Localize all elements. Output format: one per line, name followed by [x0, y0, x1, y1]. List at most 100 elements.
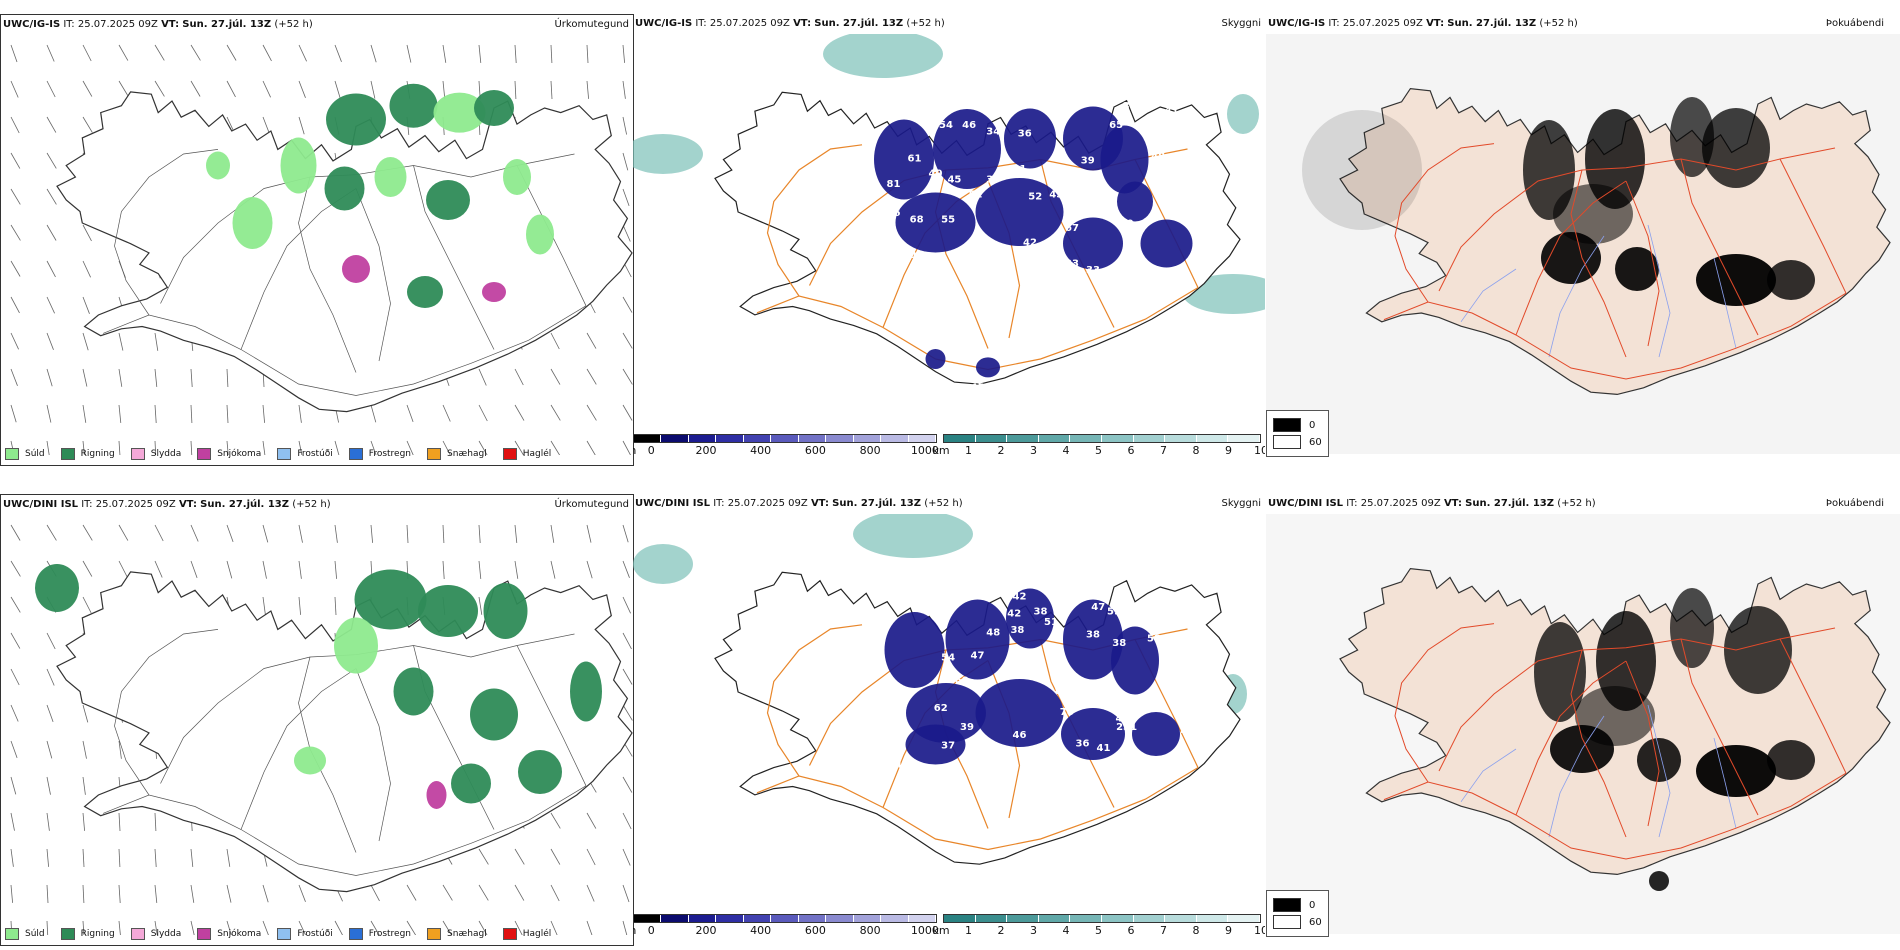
wind-barb	[478, 524, 481, 544]
wind-barb	[298, 116, 305, 135]
wind-barb	[622, 296, 633, 313]
wind-barb	[370, 44, 377, 63]
ceiling-area	[874, 119, 934, 200]
wind-barb	[10, 596, 21, 613]
wind-barb	[622, 704, 633, 721]
colorbar-tick: 1	[964, 444, 972, 457]
wind-barb	[10, 188, 21, 205]
ceiling-label: 44	[1160, 667, 1174, 678]
colorbar-tick: 1000	[910, 444, 939, 457]
colorbar-cell	[853, 435, 882, 442]
wind-barb	[10, 296, 20, 314]
ceiling-area	[1132, 712, 1180, 756]
legend-swatch	[427, 928, 442, 940]
visibility-colorbar: km 1 2 3 4 5 6 7 8 9 10	[932, 434, 1265, 457]
legend-swatch	[348, 928, 363, 940]
colorbar-cell	[634, 915, 662, 922]
wind-barb	[154, 332, 159, 351]
wind-barb	[10, 524, 21, 541]
colorbar-unit: m	[633, 924, 636, 937]
wind-barb	[46, 116, 57, 133]
precip-area	[426, 180, 470, 220]
legend-label: Frostregn	[368, 449, 412, 459]
wind-barb	[154, 368, 158, 387]
ceiling-label: 34	[986, 126, 1000, 137]
wind-barb	[406, 440, 414, 455]
ceiling-label: 61	[908, 154, 922, 165]
ceiling-area	[1006, 588, 1054, 649]
ceiling-label: 65	[1109, 120, 1123, 131]
wind-barb	[118, 920, 121, 935]
ceiling-label: 80	[1055, 686, 1069, 697]
wind-barb	[10, 776, 17, 795]
wind-barb	[46, 884, 49, 904]
legend-item: Haglél	[502, 927, 552, 941]
wind-barb	[514, 404, 525, 421]
colorbar-tick: 600	[804, 924, 826, 937]
wind-barb	[226, 404, 229, 424]
ceiling-area	[884, 612, 945, 688]
wind-barb	[406, 920, 417, 935]
wind-barb	[82, 740, 87, 759]
wind-barb	[514, 368, 524, 386]
wind-barb	[622, 632, 632, 650]
wind-barb	[478, 884, 489, 901]
fog-area	[1534, 622, 1586, 722]
wind-barb	[298, 80, 306, 98]
wind-barb	[154, 812, 157, 832]
legend-swatch	[197, 448, 212, 460]
colorbar-cell	[634, 435, 662, 442]
ceiling-label: 47	[895, 760, 909, 771]
panel-header: UWC/IG-IS IT: 25.07.2025 09Z VT: Sun. 27…	[1268, 18, 1578, 29]
legend-label: Frostúði	[297, 929, 333, 939]
wind-barb	[46, 848, 49, 867]
wind-barb	[334, 440, 340, 455]
legend-label: Haglél	[522, 929, 552, 939]
legend-label: Snæhagl	[447, 929, 487, 939]
wind-barb	[226, 368, 229, 388]
wind-barb	[370, 920, 380, 935]
precip-area	[324, 166, 365, 211]
precip-legend: Súld Rigning Slydda Snjókoma Frostúði Frostre…	[5, 447, 567, 461]
wind-barb	[190, 404, 193, 424]
ceiling-label: 35	[960, 246, 974, 257]
precip-area	[482, 282, 506, 302]
legend-label: Haglél	[522, 449, 552, 459]
wind-barb	[586, 920, 593, 935]
wind-barb	[118, 440, 121, 455]
wind-barb	[298, 44, 307, 62]
ceiling-label: 45	[1124, 269, 1138, 280]
legend-label: Súld	[25, 449, 45, 459]
ceiling-label: 47	[1091, 602, 1105, 613]
legend-swatch	[427, 448, 442, 460]
legend-swatch	[1273, 435, 1301, 449]
colorbar-tick: 4	[1062, 924, 1070, 937]
wind-barb	[46, 368, 53, 387]
wind-barb	[442, 80, 446, 99]
wind-barb	[514, 560, 519, 579]
wind-barb	[514, 920, 523, 935]
wind-barb	[586, 812, 597, 829]
wind-barb	[10, 848, 14, 867]
colorbar-cell	[688, 915, 717, 922]
panel-title: Skyggni	[1221, 18, 1261, 29]
wind-barb	[226, 524, 234, 543]
wind-barb	[334, 44, 342, 62]
legend-label: Rigning	[80, 929, 115, 939]
wind-barb	[550, 560, 556, 579]
wind-barb	[622, 332, 633, 349]
wind-barb	[82, 296, 90, 314]
legend-swatch	[1273, 898, 1301, 912]
wind-barb	[298, 440, 303, 455]
ceiling-area	[1100, 125, 1149, 194]
wind-barb	[10, 80, 19, 98]
legend-label: Slydda	[150, 449, 182, 459]
wind-barb	[298, 920, 306, 935]
precip-area	[35, 564, 79, 612]
colorbar-cell	[975, 435, 1008, 442]
colorbar-cell	[688, 435, 717, 442]
ceiling-label: 44	[1181, 726, 1195, 737]
wind-barb	[586, 368, 597, 385]
wind-barb	[154, 80, 165, 97]
precip-area	[518, 750, 562, 794]
